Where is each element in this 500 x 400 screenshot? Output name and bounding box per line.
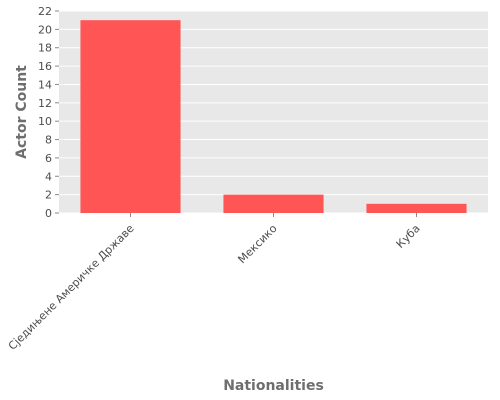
bars <box>80 20 467 213</box>
y-axis-title: Actor Count <box>14 65 30 159</box>
y-tick-label: 8 <box>45 134 52 147</box>
y-axis: 0 2 4 6 8 10 12 14 16 18 20 22 <box>38 5 59 220</box>
y-tick-label: 14 <box>38 78 52 91</box>
x-tick-label: Сједињене Америчке Државе <box>6 222 137 353</box>
bar <box>366 203 467 213</box>
x-tick-label: Мексико <box>235 222 279 266</box>
x-tick-label: Куба <box>394 222 423 251</box>
bar <box>223 194 324 213</box>
y-tick-label: 22 <box>38 5 52 18</box>
y-tick-label: 20 <box>38 23 52 36</box>
y-tick-label: 2 <box>45 189 52 202</box>
y-tick-label: 6 <box>45 152 52 165</box>
y-tick-label: 12 <box>38 97 52 110</box>
y-tick-label: 10 <box>38 115 52 128</box>
y-tick-label: 0 <box>45 207 52 220</box>
y-tick-label: 16 <box>38 60 52 73</box>
x-axis-title: Nationalities <box>223 378 324 394</box>
x-axis: Сједињене Америчке Државе Мексико Куба <box>6 213 423 353</box>
y-tick-label: 4 <box>45 170 52 183</box>
bar <box>80 20 181 213</box>
y-tick-label: 18 <box>38 42 52 55</box>
